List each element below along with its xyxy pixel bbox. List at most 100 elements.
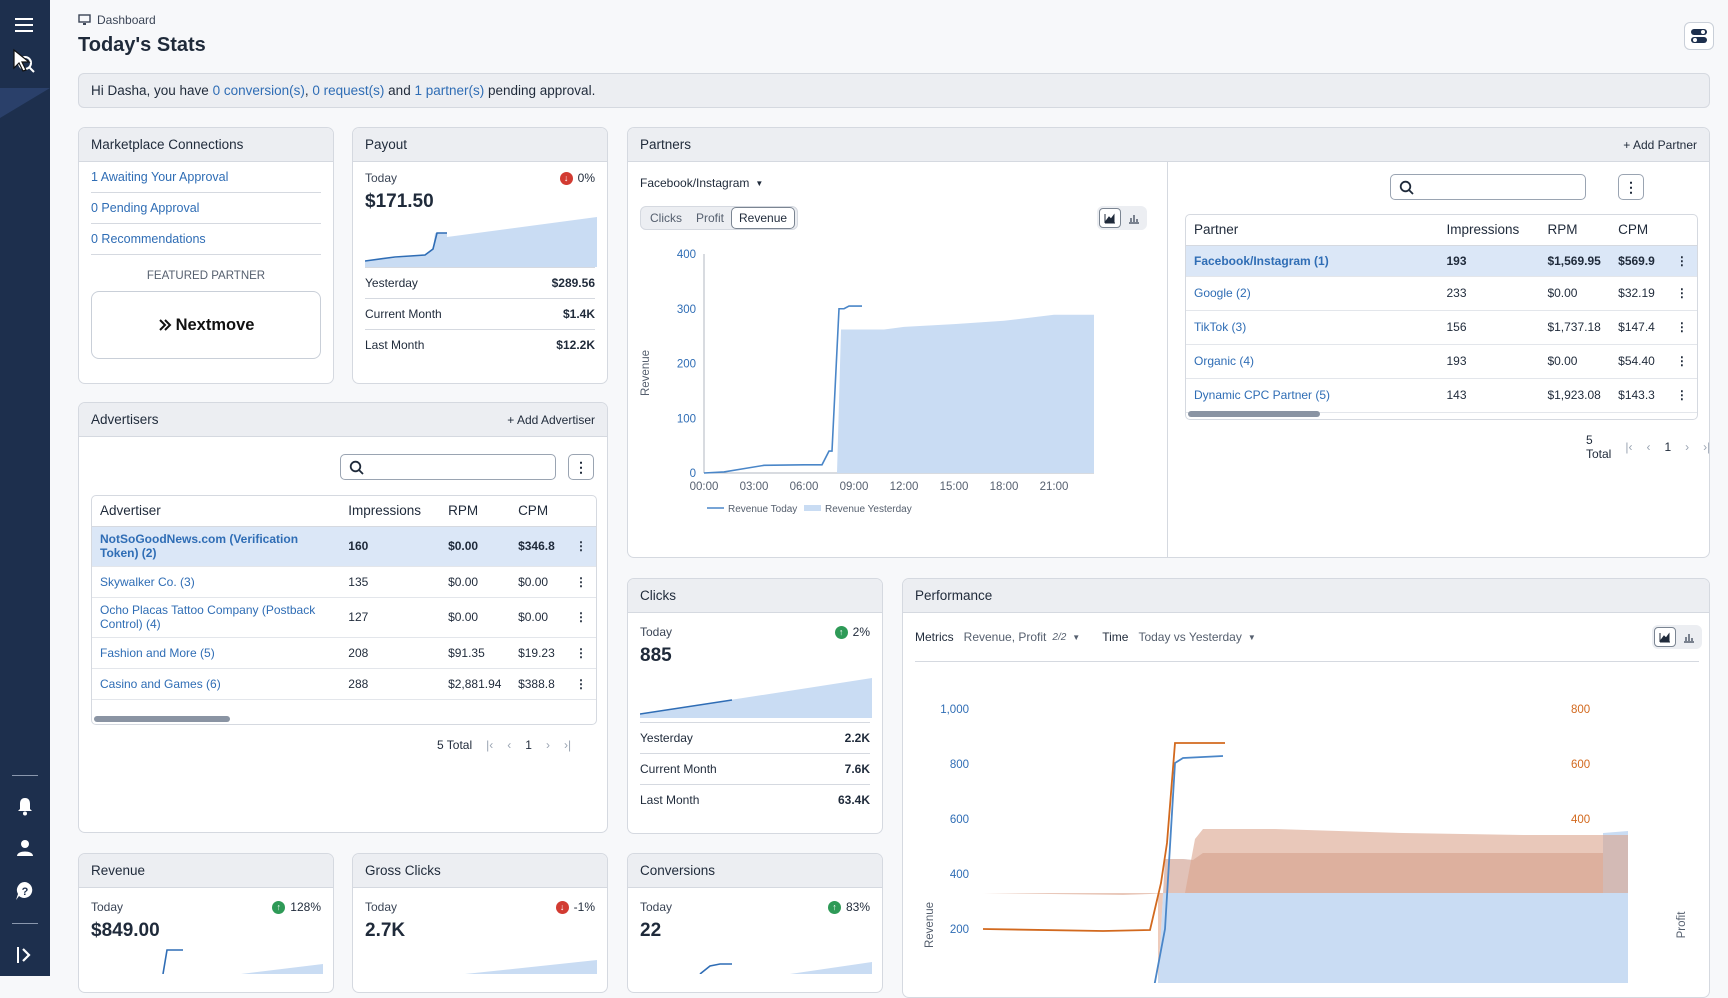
advertiser-options-button[interactable]: ⋮ [568, 454, 594, 480]
performance-card: Performance Metrics Revenue, Profit 2/2 ▼ … [902, 578, 1710, 998]
advertiser-name[interactable]: NotSoGoodNews.com (Verification Token) (… [92, 526, 341, 567]
partners-table-wrap: Partner Impressions RPM CPM Facebook/Ins… [1185, 214, 1698, 420]
table-row[interactable]: Dynamic CPC Partner (5) 143 $1,923.08 $143.… [1186, 378, 1697, 413]
recommendations-link[interactable]: 0 Recommendations [91, 232, 206, 246]
row-options-icon[interactable]: ⋮ [1666, 276, 1697, 311]
metrics-dropdown[interactable]: Revenue, Profit 2/2 ▼ [964, 630, 1081, 644]
y-tick-label: 1,000 [940, 704, 969, 716]
x-tick-label: 03:00 [740, 481, 769, 493]
row-options-icon[interactable]: ⋮ [1666, 245, 1697, 277]
advertiser-search-input[interactable] [340, 454, 556, 480]
y-axis-label: Revenue [924, 902, 936, 948]
partner-name[interactable]: Google (2) [1186, 276, 1439, 311]
column-header[interactable]: Impressions [1438, 215, 1540, 246]
first-page-icon[interactable]: |‹ [486, 738, 494, 752]
bell-icon[interactable] [12, 793, 38, 819]
y-tick-label: 0 [690, 468, 696, 480]
tab-revenue[interactable]: Revenue [731, 207, 796, 229]
expand-sidebar-icon[interactable] [12, 942, 38, 968]
row-options-icon[interactable]: ⋮ [1666, 378, 1697, 413]
cpm-cell: $0.00 [510, 597, 566, 638]
last-page-icon[interactable]: ›| [1703, 440, 1710, 454]
today-value: 22 [640, 920, 662, 941]
conversions-link[interactable]: 0 conversion(s) [212, 83, 305, 98]
tab-profit[interactable]: Profit [696, 211, 725, 225]
add-advertiser-button[interactable]: + Add Advertiser [507, 412, 595, 427]
partners-link[interactable]: 1 partner(s) [414, 83, 485, 98]
prev-page-icon[interactable]: ‹ [507, 738, 512, 752]
row-options-icon[interactable]: ⋮ [566, 597, 596, 638]
rpm-cell: $2,881.94 [440, 668, 511, 700]
bar-chart-icon[interactable] [1123, 208, 1145, 228]
first-page-icon[interactable]: |‹ [1625, 440, 1633, 454]
help-icon[interactable]: ? [12, 878, 38, 904]
next-page-icon[interactable]: › [1685, 440, 1690, 454]
add-partner-button[interactable]: + Add Partner [1623, 137, 1697, 152]
prev-page-icon[interactable]: ‹ [1646, 440, 1651, 454]
row-options-icon[interactable]: ⋮ [566, 526, 596, 567]
current-page[interactable]: 1 [1664, 440, 1672, 454]
horizontal-scrollbar[interactable] [94, 716, 230, 722]
table-row[interactable]: Google (2) 233 $0.00 $32.19 ⋮ [1186, 276, 1697, 311]
row-options-icon[interactable]: ⋮ [566, 668, 596, 700]
partner-name[interactable]: Facebook/Instagram (1) [1186, 245, 1439, 277]
column-header[interactable]: Impressions [340, 496, 441, 527]
table-row[interactable]: Skywalker Co. (3) 135 $0.00 $0.00 ⋮ [92, 566, 596, 598]
banner-text: , [304, 83, 313, 98]
table-row[interactable]: TikTok (3) 156 $1,737.18 $147.4 ⋮ [1186, 310, 1697, 345]
conversions-sparkline [699, 962, 872, 974]
breadcrumb-label[interactable]: Dashboard [97, 13, 156, 27]
next-page-icon[interactable]: › [545, 738, 550, 752]
legend-yesterday-label: Revenue Yesterday [825, 504, 912, 515]
partner-source-dropdown[interactable]: Facebook/Instagram ▼ [640, 176, 763, 190]
partner-options-button[interactable]: ⋮ [1618, 174, 1644, 200]
column-header[interactable]: RPM [1539, 215, 1611, 246]
partner-search-input[interactable] [1390, 174, 1586, 200]
partner-name[interactable]: TikTok (3) [1186, 310, 1439, 345]
featured-partner-label: FEATURED PARTNER [146, 270, 266, 282]
last-month-label: Last Month [365, 338, 425, 352]
table-row[interactable]: Ocho Placas Tattoo Company (Postback Con… [92, 597, 596, 638]
pending-approval-link[interactable]: 0 Pending Approval [91, 201, 200, 215]
column-header[interactable]: RPM [440, 496, 511, 527]
partner-name[interactable]: Dynamic CPC Partner (5) [1186, 378, 1439, 413]
featured-partner-tile[interactable]: Nextmove [91, 291, 321, 359]
table-row[interactable]: Organic (4) 193 $0.00 $54.40 ⋮ [1186, 344, 1697, 379]
advertiser-name[interactable]: Skywalker Co. (3) [92, 566, 341, 598]
column-header[interactable]: Advertiser [92, 496, 341, 527]
user-icon[interactable] [12, 835, 38, 861]
advertiser-name[interactable]: Ocho Placas Tattoo Company (Postback Con… [92, 597, 341, 638]
menu-icon[interactable] [12, 12, 38, 38]
row-options-icon[interactable]: ⋮ [566, 566, 596, 598]
table-row[interactable]: NotSoGoodNews.com (Verification Token) (… [92, 526, 596, 567]
advertiser-name[interactable]: Casino and Games (6) [92, 668, 341, 700]
awaiting-approval-link[interactable]: 1 Awaiting Your Approval [91, 170, 229, 184]
impressions-cell: 160 [340, 526, 441, 567]
today-value: $849.00 [91, 920, 160, 941]
last-page-icon[interactable]: ›| [563, 738, 572, 752]
bar-chart-icon[interactable] [1678, 627, 1700, 647]
tab-clicks[interactable]: Clicks [650, 211, 682, 225]
advertiser-name[interactable]: Fashion and More (5) [92, 637, 341, 669]
horizontal-scrollbar[interactable] [1188, 411, 1320, 417]
today-label: Today [640, 900, 673, 914]
time-dropdown[interactable]: Today vs Yesterday ▼ [1138, 630, 1255, 644]
row-options-icon[interactable]: ⋮ [566, 637, 596, 669]
performance-filters: Metrics Revenue, Profit 2/2 ▼ Time Today v… [915, 630, 1256, 644]
layout-toggle-button[interactable] [1684, 22, 1714, 50]
table-row[interactable]: Casino and Games (6) 288 $2,881.94 $388.8 ⋮ [92, 668, 596, 700]
column-header[interactable]: CPM [1610, 215, 1667, 246]
column-header[interactable]: CPM [510, 496, 566, 527]
current-page[interactable]: 1 [525, 738, 532, 752]
table-row[interactable]: Fashion and More (5) 208 $91.35 $19.23 ⋮ [92, 637, 596, 669]
trend-up-icon: ↑ [272, 900, 286, 914]
area-chart-icon[interactable] [1099, 208, 1121, 228]
area-chart-icon[interactable] [1654, 627, 1676, 647]
row-options-icon[interactable]: ⋮ [1666, 310, 1697, 345]
total-count: 5 Total [437, 738, 473, 752]
table-row[interactable]: Facebook/Instagram (1) 193 $1,569.95 $569.9… [1186, 245, 1697, 277]
row-options-icon[interactable]: ⋮ [1666, 344, 1697, 379]
column-header[interactable]: Partner [1186, 215, 1439, 246]
partner-name[interactable]: Organic (4) [1186, 344, 1439, 379]
requests-link[interactable]: 0 request(s) [312, 83, 385, 98]
